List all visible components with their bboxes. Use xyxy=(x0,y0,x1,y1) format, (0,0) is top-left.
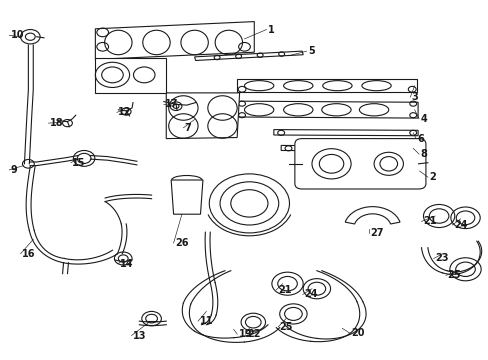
Polygon shape xyxy=(95,22,254,59)
Text: 12: 12 xyxy=(118,107,132,117)
Polygon shape xyxy=(237,79,416,92)
Text: 19: 19 xyxy=(238,329,252,339)
Polygon shape xyxy=(281,145,417,151)
Text: 22: 22 xyxy=(246,329,260,339)
Text: 25: 25 xyxy=(279,322,293,332)
Polygon shape xyxy=(171,180,203,214)
Polygon shape xyxy=(273,130,417,136)
Text: 21: 21 xyxy=(422,216,436,226)
Polygon shape xyxy=(194,51,303,60)
Text: 15: 15 xyxy=(72,158,86,168)
Text: 10: 10 xyxy=(11,30,24,40)
FancyBboxPatch shape xyxy=(294,139,425,189)
Text: 1: 1 xyxy=(267,24,274,35)
Text: 24: 24 xyxy=(453,220,467,230)
Text: 13: 13 xyxy=(133,330,146,341)
Text: 27: 27 xyxy=(370,228,384,238)
Text: 24: 24 xyxy=(304,289,317,300)
Text: 26: 26 xyxy=(175,238,188,248)
Text: 11: 11 xyxy=(199,316,213,326)
Text: 5: 5 xyxy=(307,46,314,56)
Polygon shape xyxy=(237,101,417,118)
Text: 3: 3 xyxy=(411,92,418,102)
Text: 23: 23 xyxy=(434,253,448,264)
Text: 8: 8 xyxy=(420,149,427,159)
Text: 21: 21 xyxy=(277,285,291,295)
Text: 16: 16 xyxy=(22,249,36,259)
Text: 20: 20 xyxy=(350,328,364,338)
Polygon shape xyxy=(166,93,239,139)
Text: 7: 7 xyxy=(184,123,191,133)
Text: 2: 2 xyxy=(428,172,435,182)
Text: 6: 6 xyxy=(417,134,424,144)
Polygon shape xyxy=(95,58,166,93)
Text: 17: 17 xyxy=(165,99,179,109)
Text: 4: 4 xyxy=(420,114,427,124)
Text: 14: 14 xyxy=(120,258,133,269)
Text: 25: 25 xyxy=(447,270,460,280)
Text: 18: 18 xyxy=(50,118,63,128)
Text: 9: 9 xyxy=(11,165,18,175)
Wedge shape xyxy=(345,207,399,224)
